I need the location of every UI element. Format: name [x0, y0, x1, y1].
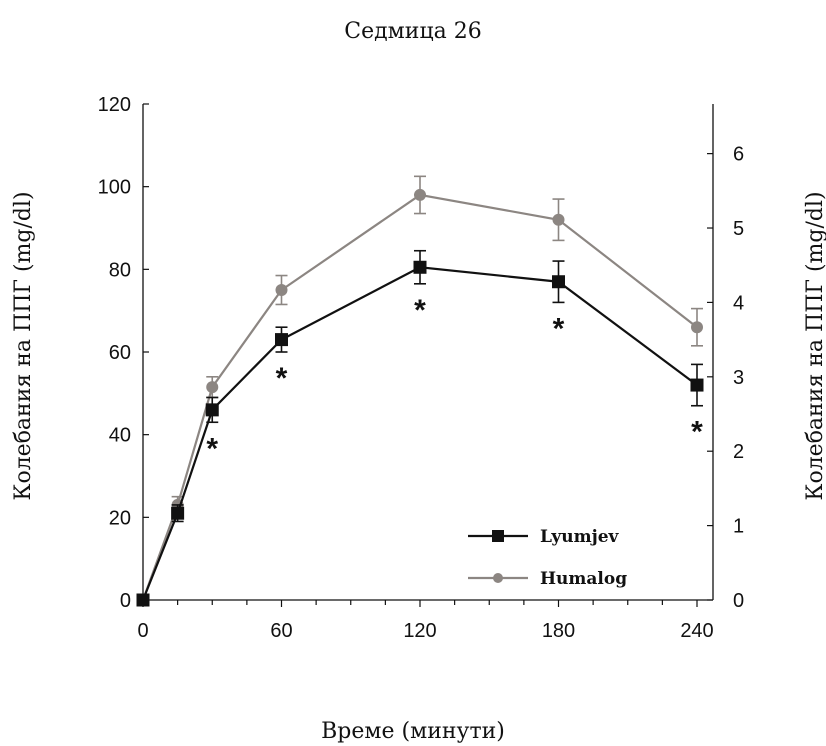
right-y-tick-label: 6	[733, 144, 744, 166]
legend-label-humalog: Humalog	[540, 569, 627, 589]
series-layer	[136, 175, 704, 607]
left-y-ticks: 0 20 40 60 80 100 120	[98, 94, 149, 612]
data-point-lyumjev	[136, 593, 150, 607]
right-y-tick-label: 4	[733, 292, 744, 314]
significance-markers: * * * * *	[206, 294, 703, 465]
data-point-lyumjev	[690, 378, 704, 392]
legend-marker-humalog	[493, 573, 503, 583]
right-y-tick-label: 2	[733, 441, 744, 463]
left-y-tick-label: 0	[120, 590, 131, 612]
significance-star: *	[276, 362, 288, 395]
right-y-axis-label: Колебания на ППГ (mg/dl)	[803, 191, 826, 500]
legend-label-lyumjev: Lyumjev	[540, 527, 620, 547]
left-y-tick-label: 60	[109, 342, 131, 364]
significance-star: *	[553, 312, 565, 345]
data-point-humalog	[206, 381, 219, 394]
x-tick-label: 180	[542, 620, 575, 642]
axes	[142, 104, 714, 601]
x-tick-label: 0	[137, 620, 148, 642]
chart-title: Седмица 26	[344, 19, 481, 44]
data-point-humalog	[414, 188, 426, 201]
right-y-tick-label: 3	[733, 367, 744, 389]
data-point-lyumjev	[171, 506, 185, 520]
right-y-tick-label: 5	[733, 218, 744, 240]
left-y-tick-label: 40	[109, 425, 131, 447]
significance-star: *	[414, 294, 426, 327]
data-point-lyumjev	[205, 403, 219, 417]
legend: Lyumjev Humalog	[468, 527, 627, 589]
x-tick-label: 60	[270, 620, 292, 642]
series-lyumjev	[136, 249, 704, 607]
left-y-tick-label: 100	[98, 177, 131, 199]
right-y-tick-label: 0	[733, 590, 744, 612]
right-y-tick-label: 1	[733, 516, 744, 538]
data-point-humalog	[552, 213, 565, 226]
data-point-humalog	[691, 321, 703, 334]
left-y-axis-label: Колебания на ППГ (mg/dl)	[11, 191, 36, 500]
data-point-humalog	[275, 284, 288, 296]
data-point-lyumjev	[275, 333, 288, 347]
significance-star: *	[691, 416, 703, 449]
left-y-tick-label: 120	[98, 94, 131, 116]
x-ticks: 0 60 120 180 240	[137, 600, 714, 642]
right-y-ticks: 0 1 2 3 4 5 6	[707, 144, 744, 612]
legend-marker-lyumjev	[492, 530, 504, 542]
left-y-tick-label: 80	[109, 259, 131, 281]
significance-star: *	[206, 432, 218, 465]
x-tick-label: 120	[403, 620, 436, 642]
data-point-lyumjev	[552, 275, 565, 289]
x-axis-label: Време (минути)	[321, 719, 505, 744]
x-tick-label: 240	[680, 620, 713, 642]
data-point-lyumjev	[413, 260, 427, 274]
left-y-tick-label: 20	[109, 507, 131, 529]
